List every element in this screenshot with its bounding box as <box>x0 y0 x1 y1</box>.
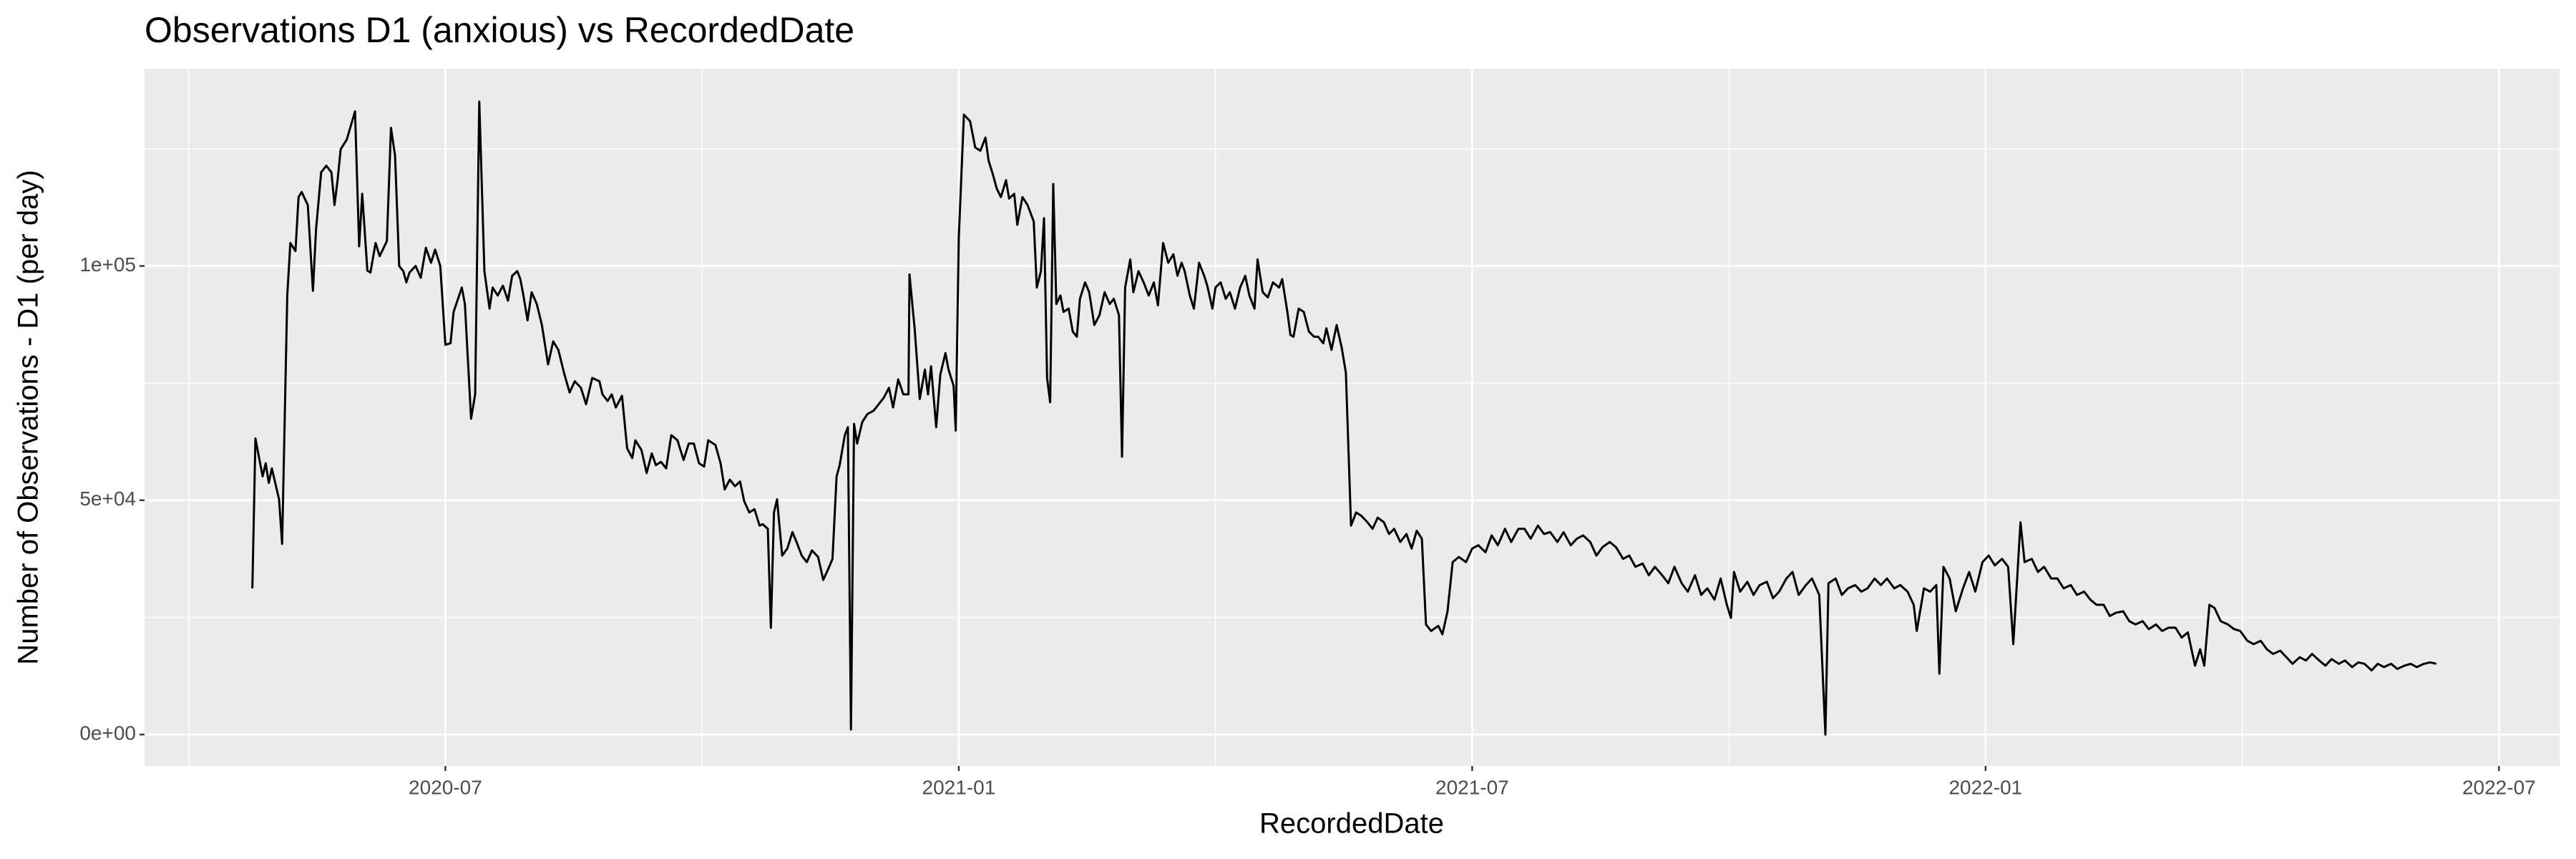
x-tick-label: 2021-07 <box>1435 776 1509 798</box>
chart-title: Observations D1 (anxious) vs RecordedDat… <box>145 10 854 50</box>
y-axis-title: Number of Observations - D1 (per day) <box>13 170 44 664</box>
plot-area <box>251 100 2437 736</box>
panel-background <box>145 69 2560 766</box>
y-tick-label: 0e+00 <box>79 722 136 744</box>
data-line <box>251 100 2437 736</box>
x-tick-label: 2022-01 <box>1948 776 2022 798</box>
x-tick-label: 2020-07 <box>409 776 482 798</box>
y-tick-label: 1e+05 <box>79 253 136 276</box>
axes: 2020-07 2021-01 2021-07 2022-01 2022-07 0e+00… <box>79 253 2535 798</box>
x-axis-title: RecordedDate <box>1259 808 1444 840</box>
x-tick-label: 2021-01 <box>922 776 996 798</box>
x-tick-label: 2022-07 <box>2462 776 2536 798</box>
grid <box>145 69 2560 766</box>
y-tick-label: 5e+04 <box>79 487 136 510</box>
